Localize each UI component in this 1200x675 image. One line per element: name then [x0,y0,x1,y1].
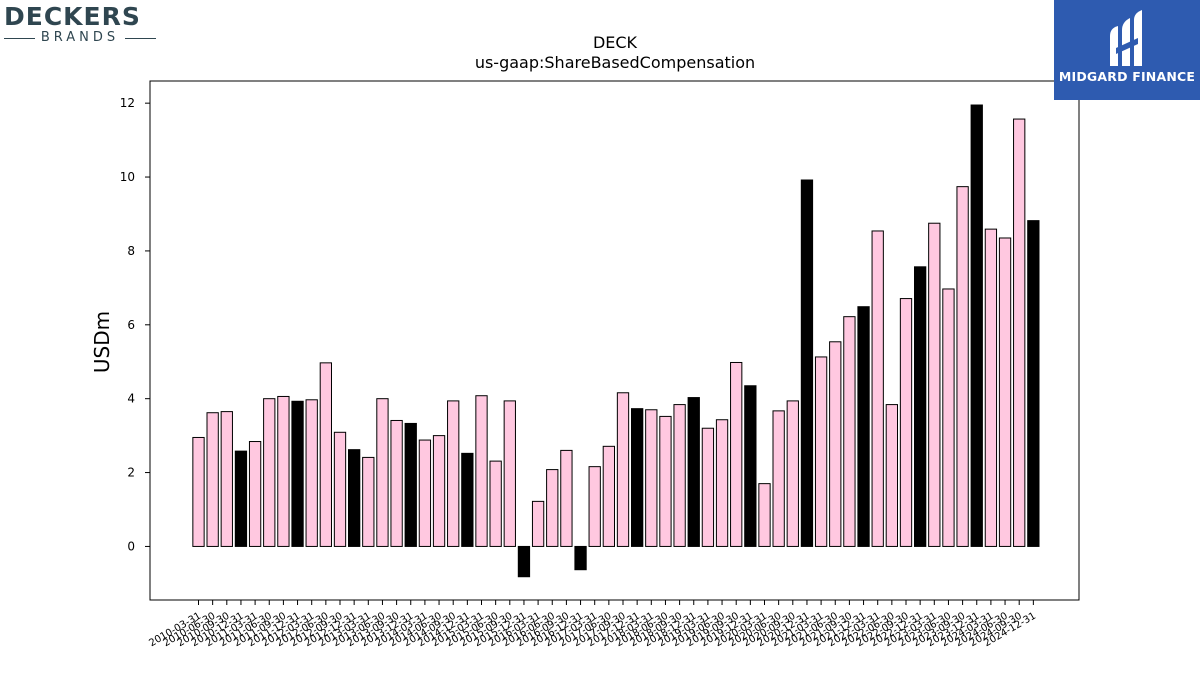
bar-2015-09-30 [503,400,516,547]
bar-2015-06-30 [489,460,502,547]
y-tick-label: 8 [127,244,135,258]
bar-2022-06-30 [885,404,899,547]
bar-2019-03-31 [701,427,715,547]
bar-2019-12-31 [744,385,757,547]
bar-2021-09-30 [843,316,856,547]
bar-2014-12-31 [461,452,474,547]
bar-2017-09-30 [616,392,630,547]
bar-2017-06-30 [602,445,616,547]
y-tick-label: 4 [127,392,135,406]
y-tick-label: 12 [120,96,135,110]
bar-2011-09-30 [277,395,290,547]
deckers-logo-sub-row: BRANDS [4,30,156,46]
bar-2011-03-31 [248,441,262,547]
y-axis-ticks: 0 2 4 6 8 10 12 [120,96,150,553]
chart-title: DECK [593,33,638,52]
bar-2010-09-30 [220,411,233,547]
bar-2013-03-31 [362,456,375,547]
y-tick-label: 10 [120,170,135,184]
midgard-logo-name: MIDGARD FINANCE [1058,69,1196,84]
plot-area-frame [149,80,1080,601]
bar-2015-12-31 [517,545,531,578]
bar-2024-09-30 [1013,118,1026,547]
bar-2022-03-31 [871,230,884,547]
bar-2024-12-31 [1027,220,1040,547]
deckers-logo-sub: BRANDS [40,30,120,45]
bar-2010-03-31 [192,436,205,547]
bar-2018-09-30 [673,404,686,547]
bar-2012-03-31 [305,399,318,547]
bar-2018-06-30 [659,415,672,547]
bar-2012-09-30 [333,431,347,547]
bar-2021-06-30 [829,341,842,547]
midgard-finance-logo: MIDGARD FINANCE [1054,0,1200,100]
bar-2012-06-30 [319,362,333,547]
bar-2012-12-31 [348,449,361,547]
bar-2020-03-31 [758,483,771,547]
deckers-brands-logo: DECKERS BRANDS [4,4,156,54]
logo-rule-left [4,37,35,39]
bar-2020-09-30 [786,400,799,547]
bar-2018-12-31 [687,397,700,547]
bar-2022-12-31 [914,266,927,547]
bar-2014-06-30 [432,435,446,547]
bar-2022-09-30 [899,298,913,547]
bar-2016-09-30 [560,449,573,547]
y-tick-label: 2 [127,466,135,480]
bar-2023-09-30 [956,186,969,547]
bar-2023-03-31 [928,222,941,547]
bar-2021-12-31 [857,306,870,547]
bar-2019-06-30 [715,419,729,547]
bars-layer [192,104,1040,578]
bar-2024-06-30 [998,237,1012,547]
bar-2021-03-31 [814,356,828,547]
bar-2010-12-31 [234,450,248,547]
bar-2024-03-31 [984,228,998,547]
bar-2017-12-31 [631,408,644,547]
bar-2014-03-31 [418,439,432,547]
y-axis-label: USDm [90,311,114,373]
bar-2016-12-31 [574,545,587,571]
bar-2013-06-30 [376,398,389,547]
bar-2013-12-31 [404,422,417,547]
bar-2017-03-31 [588,466,601,547]
y-tick-label: 0 [127,539,135,553]
deckers-logo-name: DECKERS [4,2,141,31]
bar-2018-03-31 [645,409,658,547]
bar-2014-09-30 [447,400,460,547]
bar-2015-03-31 [475,395,488,547]
midgard-mark-icon [1110,10,1142,66]
bar-2019-09-30 [730,361,743,547]
bar-2016-03-31 [531,500,545,547]
y-tick-label: 6 [127,318,135,332]
logo-rule-right [125,37,156,39]
bar-2023-12-31 [970,104,983,547]
bar-2010-06-30 [206,412,219,547]
bar-2013-09-30 [390,419,403,547]
chart-subtitle: us-gaap:ShareBasedCompensation [475,53,755,72]
bar-2020-12-31 [800,179,814,547]
bar-2011-12-31 [291,400,304,547]
x-axis-ticks: 2010-03-312010-06-302010-09-302010-12-31… [147,600,1038,649]
bar-2011-06-30 [263,398,276,547]
bar-2016-06-30 [546,469,559,547]
bar-2023-06-30 [942,288,955,547]
bar-2020-06-30 [772,410,785,547]
